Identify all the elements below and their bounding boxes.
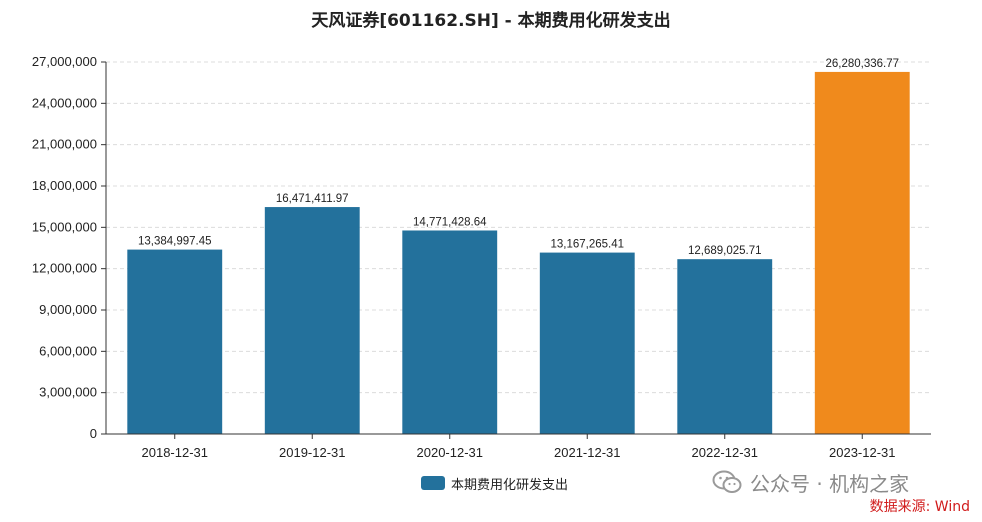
y-tick-label: 3,000,000: [39, 385, 97, 400]
bar: [402, 230, 498, 434]
legend-swatch: [421, 476, 445, 490]
bar-value-label: 26,280,336.77: [825, 58, 899, 70]
y-tick-label: 12,000,000: [32, 261, 97, 276]
chart-title: 天风证券[601162.SH] - 本期费用化研发支出: [311, 11, 671, 31]
grid-lines: [106, 61, 931, 394]
x-tick-label: 2018-12-31: [142, 445, 209, 460]
x-tick-label: 2020-12-31: [417, 445, 484, 460]
bar: [677, 259, 773, 434]
watermark: 公众号 · 机构之家: [712, 468, 909, 496]
y-tick-label: 6,000,000: [39, 343, 97, 358]
data-labels: 13,384,997.45 16,471,411.97 14,771,428.64 1…: [138, 58, 899, 257]
axes: [105, 62, 931, 435]
y-ticks: 0 3,000,000 6,000,000 9,000,000 12,000,000 15…: [32, 54, 106, 441]
bars: [127, 71, 910, 435]
x-tick-label: 2022-12-31: [692, 445, 759, 460]
bar-value-label: 12,689,025.71: [688, 245, 762, 257]
bar-value-label: 16,471,411.97: [276, 193, 349, 205]
y-tick-label: 9,000,000: [39, 302, 97, 317]
wechat-icon: [712, 470, 742, 493]
watermark-text: 公众号 · 机构之家: [750, 471, 910, 496]
bar: [264, 207, 360, 434]
y-tick-label: 0: [90, 426, 97, 441]
x-tick-label: 2023-12-31: [829, 445, 896, 460]
y-tick-label: 18,000,000: [32, 178, 97, 193]
legend[interactable]: 本期费用化研发支出: [421, 474, 569, 493]
bar: [814, 71, 910, 435]
bar-value-label: 13,167,265.41: [550, 239, 624, 251]
x-tick-label: 2021-12-31: [554, 445, 621, 460]
x-ticks: 2018-12-31 2019-12-31 2020-12-31 2021-12-31…: [142, 434, 896, 460]
bar-value-label: 14,771,428.64: [413, 216, 487, 228]
data-source: 数据来源: Wind: [869, 499, 970, 515]
x-tick-label: 2019-12-31: [279, 445, 346, 460]
y-tick-label: 21,000,000: [32, 137, 97, 152]
bar-value-label: 13,384,997.45: [138, 236, 212, 248]
bar: [539, 252, 635, 434]
legend-label: 本期费用化研发支出: [451, 477, 569, 493]
y-tick-label: 24,000,000: [32, 95, 97, 110]
bar: [127, 249, 223, 434]
y-tick-label: 27,000,000: [32, 54, 97, 69]
y-tick-label: 15,000,000: [32, 219, 97, 234]
